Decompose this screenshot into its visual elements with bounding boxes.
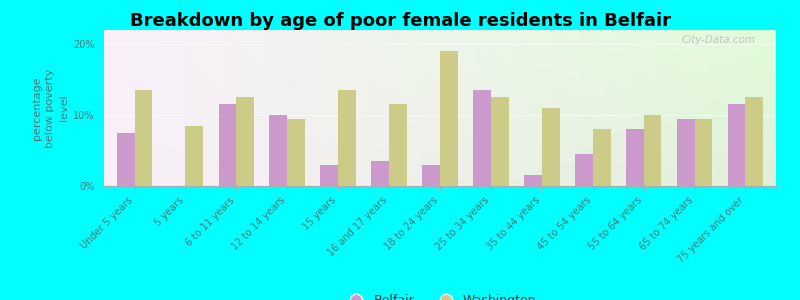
- Bar: [593, 129, 610, 186]
- Bar: [236, 98, 254, 186]
- Y-axis label: percentage
below poverty
level: percentage below poverty level: [32, 68, 69, 148]
- Bar: [626, 129, 644, 186]
- Bar: [440, 51, 458, 186]
- Bar: [218, 104, 236, 186]
- Bar: [338, 90, 356, 186]
- Bar: [270, 115, 287, 186]
- Legend: Belfair, Washington: Belfair, Washington: [338, 289, 542, 300]
- Bar: [389, 104, 407, 186]
- Bar: [575, 154, 593, 186]
- Text: City-Data.com: City-Data.com: [682, 35, 756, 45]
- Bar: [524, 176, 542, 186]
- Bar: [371, 161, 389, 186]
- Bar: [473, 90, 491, 186]
- Bar: [746, 98, 763, 186]
- Text: Breakdown by age of poor female residents in Belfair: Breakdown by age of poor female resident…: [130, 12, 670, 30]
- Bar: [422, 165, 440, 186]
- Bar: [186, 126, 203, 186]
- Bar: [644, 115, 662, 186]
- Bar: [320, 165, 338, 186]
- Bar: [491, 98, 509, 186]
- Bar: [134, 90, 152, 186]
- Bar: [117, 133, 134, 186]
- Bar: [694, 118, 712, 186]
- Bar: [542, 108, 560, 186]
- Bar: [287, 118, 305, 186]
- Bar: [728, 104, 746, 186]
- Bar: [677, 118, 694, 186]
